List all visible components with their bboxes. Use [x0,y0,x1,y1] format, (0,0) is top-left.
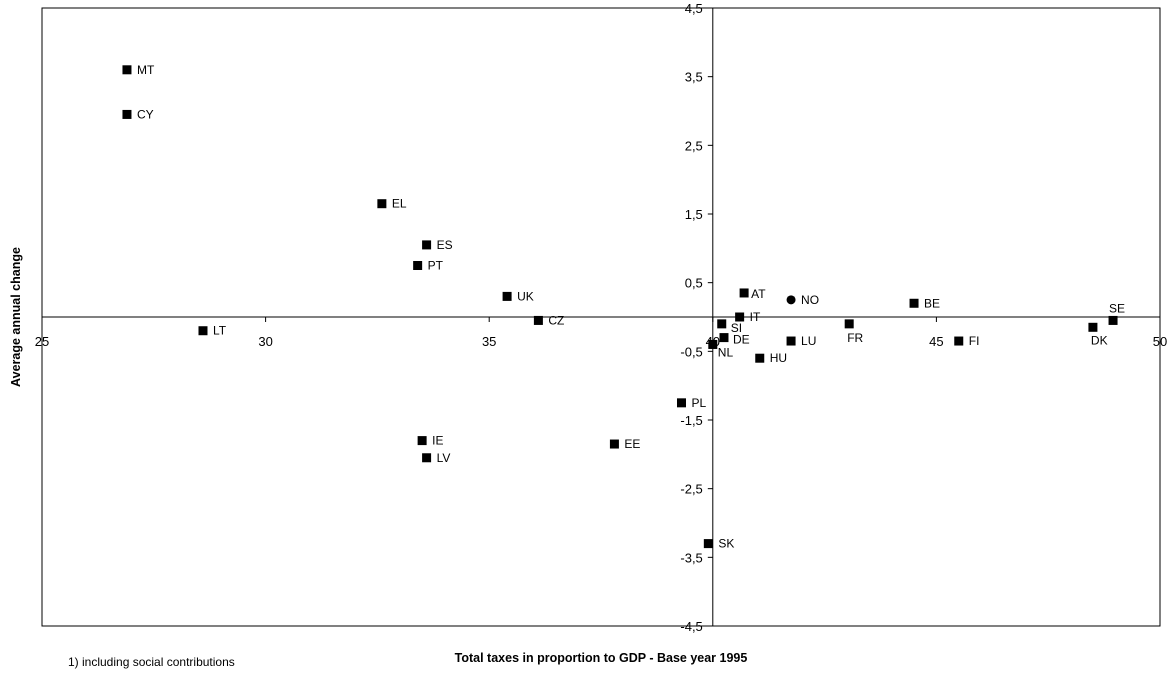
point-marker-sk [703,539,713,549]
point-label-hu: HU [770,351,787,365]
point-marker-lv [422,453,432,463]
y-tick-label: -2,5 [680,482,702,497]
point-label-it: IT [750,310,761,324]
point-label-ee: EE [624,437,640,451]
point-marker-ie [417,436,427,446]
point-label-pl: PL [691,396,706,410]
point-label-fr: FR [847,331,863,345]
point-label-dk: DK [1091,333,1108,347]
point-label-be: BE [924,296,940,310]
point-marker-se [1108,315,1118,325]
point-marker-pt [413,261,423,270]
point-label-sk: SK [718,537,734,551]
point-marker-uk [502,291,512,301]
x-tick-label: 50 [1153,334,1167,349]
point-label-pt: PT [428,259,444,273]
point-label-cy: CY [137,107,154,121]
point-marker-it [735,312,745,322]
point-marker-ee [609,439,619,449]
point-marker-fr [844,319,854,329]
point-label-nl: NL [718,345,734,359]
y-tick-label: -3,5 [680,550,702,565]
x-tick-label: 35 [482,334,496,349]
point-label-at: AT [751,287,766,301]
y-tick-label: 1,5 [685,207,703,222]
y-tick-label: 3,5 [685,70,703,85]
point-marker-cz [533,315,543,325]
point-marker-lu [786,336,796,346]
point-label-mt: MT [137,63,155,77]
point-label-lt: LT [213,324,227,338]
x-axis-title: Total taxes in proportion to GDP - Base … [455,651,748,665]
y-tick-label: -0,5 [680,344,702,359]
point-marker-es [422,240,432,250]
point-label-no: NO [801,293,819,307]
x-tick-label: 25 [35,334,49,349]
point-marker-dk [1088,322,1098,332]
point-label-lv: LV [437,451,451,465]
point-marker-fi [954,336,964,346]
point-marker-at [739,288,749,298]
point-label-se: SE [1109,301,1125,315]
point-marker-hu [755,353,765,363]
point-marker-lt [198,326,208,336]
point-marker-el [377,199,387,209]
y-axis-title: Average annual change [9,247,23,387]
point-marker-pl [676,398,686,408]
x-tick-label: 30 [258,334,272,349]
y-tick-label: -1,5 [680,413,702,428]
point-label-fi: FI [969,334,980,348]
point-label-si: SI [731,321,742,335]
point-label-ie: IE [432,434,443,448]
point-marker-be [909,298,919,308]
y-tick-label: 2,5 [685,138,703,153]
point-label-lu: LU [801,334,816,348]
point-label-uk: UK [517,289,534,303]
point-marker-nl [708,339,718,349]
point-label-cz: CZ [548,313,564,327]
footnote: 1) including social contributions [68,655,235,669]
point-label-es: ES [437,238,453,252]
y-tick-label: 0,5 [685,276,703,291]
y-tick-label: -4,5 [680,619,702,634]
point-marker-mt [122,65,132,75]
point-marker-no [786,295,796,305]
point-marker-cy [122,109,132,119]
point-marker-de [719,333,729,343]
point-label-el: EL [392,197,407,211]
point-label-de: DE [733,333,750,347]
x-tick-label: 45 [929,334,943,349]
y-tick-label: 4,5 [685,1,703,16]
point-marker-si [717,319,727,329]
